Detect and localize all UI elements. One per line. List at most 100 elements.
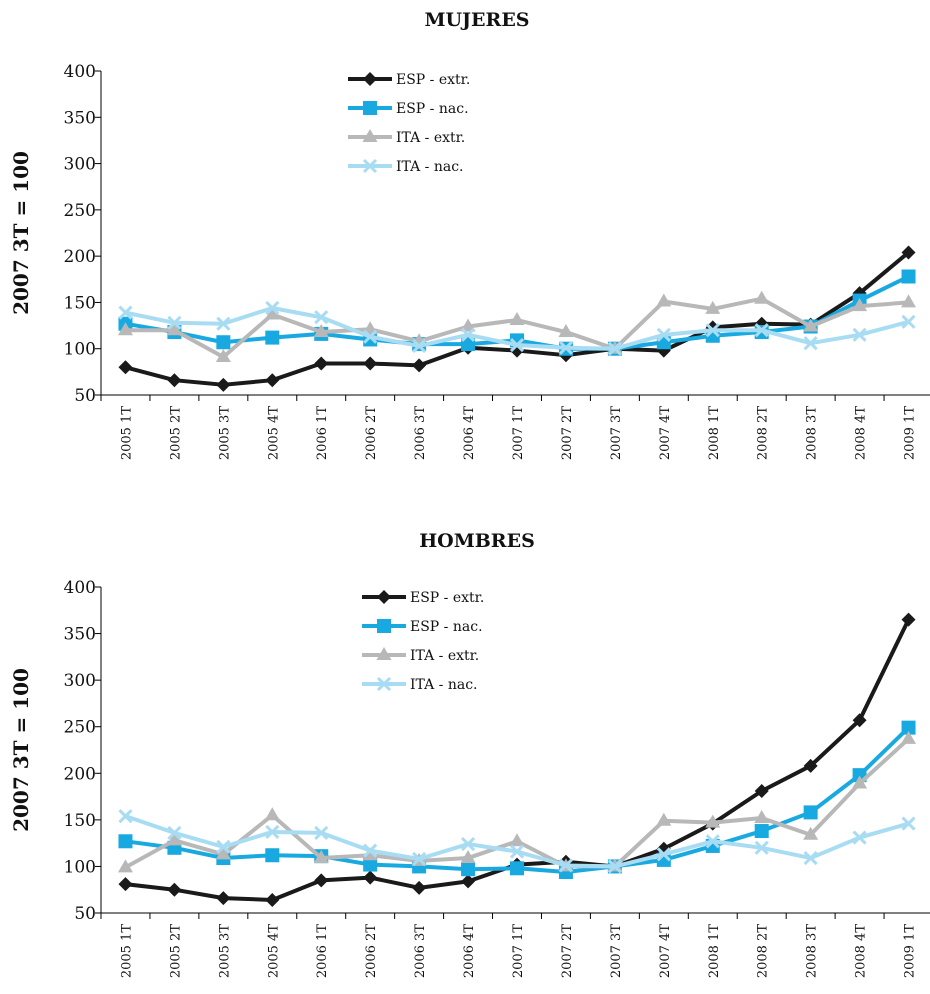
x-tick-label: 2007 2T — [560, 406, 575, 460]
y-tick-label: 200 — [64, 247, 96, 267]
x-tick-label: 2007 3T — [609, 924, 624, 978]
x-tick-label: 2007 3T — [609, 406, 624, 460]
y-tick-label: 100 — [64, 857, 96, 877]
x-tick-label: 2008 1T — [707, 406, 722, 460]
chart-title: HOMBRES — [419, 530, 535, 552]
legend-marker-ita-nac — [376, 676, 392, 692]
data-point-ita-extr — [117, 859, 133, 873]
legend-marker-ita-extr — [362, 129, 378, 142]
data-point-ita-extr — [901, 294, 917, 308]
data-point-esp-extr — [901, 612, 916, 627]
y-tick-label: 300 — [64, 155, 96, 175]
x-tick-label: 2008 4T — [854, 406, 869, 460]
data-point-esp-extr — [363, 356, 378, 371]
data-point-ita-nac — [705, 323, 720, 338]
x-tick-label: 2005 3T — [217, 406, 232, 460]
x-tick-label: 2006 4T — [462, 924, 477, 978]
x-tick-label: 2006 2T — [364, 406, 379, 460]
legend-item-ita-nac: ITA - nac. — [362, 676, 478, 693]
data-point-ita-nac — [314, 310, 329, 325]
data-point-esp-extr — [167, 882, 182, 897]
x-tick-label: 2006 3T — [413, 924, 428, 978]
legend: ESP - extr. ESP - nac. ITA - extr. ITA - na… — [362, 590, 484, 693]
legend-label: ESP - nac. — [410, 619, 483, 635]
legend-item-ita-nac: ITA - nac. — [348, 158, 464, 175]
data-point-ita-extr — [264, 807, 280, 821]
x-tick-label: 2005 4T — [266, 924, 281, 978]
chart-title: MUJERES — [424, 9, 529, 31]
data-point-ita-nac — [265, 300, 280, 316]
data-point-ita-nac — [852, 327, 867, 342]
x-tick-label: 2008 3T — [805, 924, 820, 978]
x-tick-label: 2007 2T — [560, 924, 575, 978]
series-ita-nac — [118, 300, 916, 356]
data-point-ita-nac — [216, 316, 231, 331]
data-point-ita-extr — [705, 300, 721, 314]
data-point-esp-nac — [803, 805, 818, 820]
x-tick-label: 2006 1T — [315, 406, 330, 460]
series-line-ita-extr — [124, 737, 910, 870]
data-point-ita-nac — [558, 858, 574, 873]
data-point-ita-extr — [313, 850, 329, 864]
data-point-ita-nac — [558, 340, 574, 355]
data-point-ita-nac — [118, 809, 133, 824]
y-tick-label: 50 — [74, 386, 96, 406]
data-point-ita-nac — [118, 305, 133, 320]
data-point-ita-nac — [509, 337, 525, 353]
legend-marker-ita-extr — [376, 647, 392, 660]
data-point-esp-nac — [265, 848, 280, 863]
chart-mujeres: MUJERES 2007 3T = 100 50 100 150 200 250 300 350… — [9, 9, 930, 460]
data-point-ita-nac — [754, 323, 769, 338]
x-tick-label: 2009 1T — [903, 924, 918, 978]
y-tick-label: 350 — [64, 108, 96, 128]
data-point-esp-extr — [216, 377, 231, 392]
data-point-esp-nac — [901, 720, 916, 735]
data-point-ita-extr — [656, 812, 672, 826]
legend-marker-ita-nac — [362, 158, 378, 174]
legend-label: ESP - extr. — [410, 590, 484, 606]
x-tick-label: 2005 1T — [119, 924, 134, 978]
legend: ESP - extr. ESP - nac. ITA - extr. ITA - na… — [348, 72, 470, 175]
x-tick-label: 2008 4T — [854, 924, 869, 978]
data-point-ita-nac — [803, 850, 818, 866]
data-point-ita-nac — [167, 315, 182, 330]
data-point-ita-nac — [705, 834, 720, 849]
x-tick-label: 2008 2T — [756, 924, 771, 978]
data-point-esp-nac — [461, 862, 476, 877]
y-tick-label: 50 — [74, 904, 96, 924]
data-point-esp-nac — [265, 330, 280, 345]
series-ita-nac — [118, 809, 916, 874]
series-ita-extr — [117, 290, 917, 363]
data-point-esp-extr — [118, 360, 133, 375]
data-point-ita-extr — [852, 298, 868, 312]
data-point-ita-extr — [754, 809, 770, 823]
data-point-ita-nac — [607, 341, 622, 356]
y-tick-label: 400 — [64, 578, 96, 598]
data-point-ita-nac — [216, 839, 231, 854]
y-tick-label: 200 — [64, 764, 96, 784]
x-tick-label: 2005 3T — [217, 924, 232, 978]
data-point-esp-nac — [510, 861, 524, 876]
legend-item-ita-extr: ITA - extr. — [348, 129, 465, 146]
y-tick-label: 400 — [64, 62, 96, 82]
x-tick-label: 2005 2T — [168, 406, 183, 460]
data-point-ita-nac — [656, 327, 671, 342]
data-point-ita-nac — [607, 859, 622, 874]
data-point-esp-nac — [754, 824, 769, 839]
data-point-esp-nac — [901, 269, 916, 284]
x-tick-label: 2009 1T — [903, 406, 918, 460]
data-point-ita-nac — [363, 329, 378, 344]
data-point-ita-extr — [215, 846, 231, 860]
data-point-ita-nac — [412, 338, 427, 353]
data-point-esp-nac — [118, 834, 133, 849]
data-point-esp-extr — [167, 373, 182, 388]
x-tick-label: 2006 1T — [315, 924, 330, 978]
data-point-ita-extr — [166, 322, 182, 336]
x-tick-label: 2006 2T — [364, 924, 379, 978]
data-point-esp-extr — [412, 880, 427, 895]
legend-label: ITA - extr. — [396, 130, 465, 146]
legend-label: ESP - nac. — [396, 101, 469, 117]
data-point-ita-extr — [117, 322, 133, 336]
x-tick-label: 2007 1T — [511, 406, 526, 460]
